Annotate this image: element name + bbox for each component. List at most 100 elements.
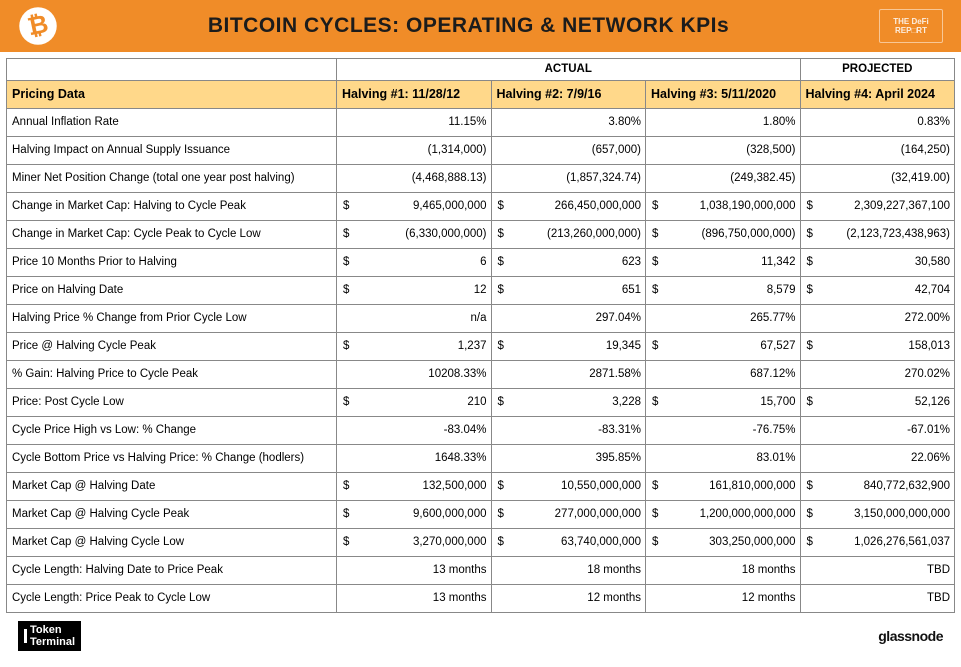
defi-line1: THE DeFi xyxy=(893,17,929,26)
dollar-sign: $ xyxy=(498,536,504,550)
cell-value: 22.06% xyxy=(800,445,955,473)
label-header: Pricing Data xyxy=(7,81,337,109)
dollar-sign: $ xyxy=(807,480,813,494)
cell-value: $52,126 xyxy=(800,389,955,417)
value-text: 15,700 xyxy=(760,396,795,408)
cell-value: -76.75% xyxy=(646,417,801,445)
cell-value: 3.80% xyxy=(491,109,646,137)
table-row: Cycle Length: Halving Date to Price Peak… xyxy=(7,557,955,585)
value-text: 9,465,000,000 xyxy=(413,200,487,212)
cell-value: 395.85% xyxy=(491,445,646,473)
cell-value: -83.31% xyxy=(491,417,646,445)
dollar-sign: $ xyxy=(498,284,504,298)
value-text: 1,038,190,000,000 xyxy=(700,200,796,212)
table-row: Price: Post Cycle Low$210$3,228$15,700$5… xyxy=(7,389,955,417)
cell-value: (164,250) xyxy=(800,137,955,165)
cell-value: $(6,330,000,000) xyxy=(337,221,492,249)
value-text: 9,600,000,000 xyxy=(413,508,487,520)
token-terminal-logo: TokenTerminal xyxy=(18,621,81,651)
cell-value: (1,857,324.74) xyxy=(491,165,646,193)
cell-value: 1.80% xyxy=(646,109,801,137)
token-terminal-text: TokenTerminal xyxy=(30,624,75,648)
cell-value: $3,270,000,000 xyxy=(337,529,492,557)
dollar-sign: $ xyxy=(652,480,658,494)
cell-value: $19,345 xyxy=(491,333,646,361)
group-actual: ACTUAL xyxy=(337,59,801,81)
dollar-sign: $ xyxy=(807,340,813,354)
cell-value: $63,740,000,000 xyxy=(491,529,646,557)
value-text: 11,342 xyxy=(761,256,795,268)
value-text: 3.80% xyxy=(608,116,641,128)
value-text: 12 xyxy=(474,284,487,296)
cell-value: $840,772,632,900 xyxy=(800,473,955,501)
value-text: n/a xyxy=(471,312,487,324)
dollar-sign: $ xyxy=(498,340,504,354)
footer: TokenTerminal glassnode xyxy=(0,613,961,651)
cell-value: $266,450,000,000 xyxy=(491,193,646,221)
value-text: (1,314,000) xyxy=(428,144,487,156)
value-text: 1,200,000,000,000 xyxy=(700,508,796,520)
value-text: 13 months xyxy=(433,592,487,604)
row-label: Market Cap @ Halving Cycle Peak xyxy=(7,501,337,529)
cell-value: $9,600,000,000 xyxy=(337,501,492,529)
value-text: (213,260,000,000) xyxy=(547,228,641,240)
dollar-sign: $ xyxy=(652,256,658,270)
value-text: 277,000,000,000 xyxy=(555,508,641,520)
cell-value: $132,500,000 xyxy=(337,473,492,501)
value-text: (249,382.45) xyxy=(730,172,795,184)
row-label: Price on Halving Date xyxy=(7,277,337,305)
dollar-sign: $ xyxy=(652,284,658,298)
row-label: Cycle Bottom Price vs Halving Price: % C… xyxy=(7,445,337,473)
dollar-sign: $ xyxy=(498,228,504,242)
value-text: 8,579 xyxy=(767,284,796,296)
cell-value: $11,342 xyxy=(646,249,801,277)
value-text: 18 months xyxy=(742,564,796,576)
dollar-sign: $ xyxy=(807,508,813,522)
value-text: 840,772,632,900 xyxy=(864,480,950,492)
cell-value: $12 xyxy=(337,277,492,305)
value-text: (4,468,888.13) xyxy=(412,172,487,184)
dollar-sign: $ xyxy=(343,480,349,494)
cell-value: $1,200,000,000,000 xyxy=(646,501,801,529)
col-h1: Halving #1: 11/28/12 xyxy=(337,81,492,109)
table-row: Cycle Bottom Price vs Halving Price: % C… xyxy=(7,445,955,473)
table-body: Annual Inflation Rate11.15%3.80%1.80%0.8… xyxy=(7,109,955,613)
cell-value: 12 months xyxy=(646,585,801,613)
row-label: Halving Impact on Annual Supply Issuance xyxy=(7,137,337,165)
cell-value: 687.12% xyxy=(646,361,801,389)
value-text: 63,740,000,000 xyxy=(561,536,641,548)
cell-value: 10208.33% xyxy=(337,361,492,389)
cell-value: -67.01% xyxy=(800,417,955,445)
value-text: 19,345 xyxy=(606,340,641,352)
blank-corner xyxy=(7,59,337,81)
dollar-sign: $ xyxy=(652,200,658,214)
value-text: 2,309,227,367,100 xyxy=(854,200,950,212)
cell-value: $1,038,190,000,000 xyxy=(646,193,801,221)
value-text: TBD xyxy=(927,564,950,576)
cell-value: $1,026,276,561,037 xyxy=(800,529,955,557)
cell-value: $(2,123,723,438,963) xyxy=(800,221,955,249)
table-row: Miner Net Position Change (total one yea… xyxy=(7,165,955,193)
cell-value: 297.04% xyxy=(491,305,646,333)
table-container: ACTUAL PROJECTED Pricing Data Halving #1… xyxy=(0,52,961,613)
cell-value: $277,000,000,000 xyxy=(491,501,646,529)
value-text: 303,250,000,000 xyxy=(709,536,795,548)
dollar-sign: $ xyxy=(652,508,658,522)
value-text: 270.02% xyxy=(905,368,950,380)
cell-value: $161,810,000,000 xyxy=(646,473,801,501)
bitcoin-icon: ₿ xyxy=(18,6,58,46)
table-row: % Gain: Halving Price to Cycle Peak10208… xyxy=(7,361,955,389)
value-text: 1,237 xyxy=(458,340,487,352)
row-label: Cycle Length: Halving Date to Price Peak xyxy=(7,557,337,585)
table-row: Change in Market Cap: Cycle Peak to Cycl… xyxy=(7,221,955,249)
table-row: Change in Market Cap: Halving to Cycle P… xyxy=(7,193,955,221)
cell-value: $9,465,000,000 xyxy=(337,193,492,221)
defi-line2: REP□RT xyxy=(895,26,927,35)
dollar-sign: $ xyxy=(807,396,813,410)
row-label: Annual Inflation Rate xyxy=(7,109,337,137)
cell-value: 272.00% xyxy=(800,305,955,333)
cell-value: $30,580 xyxy=(800,249,955,277)
row-label: Halving Price % Change from Prior Cycle … xyxy=(7,305,337,333)
dollar-sign: $ xyxy=(343,228,349,242)
row-label: Market Cap @ Halving Date xyxy=(7,473,337,501)
